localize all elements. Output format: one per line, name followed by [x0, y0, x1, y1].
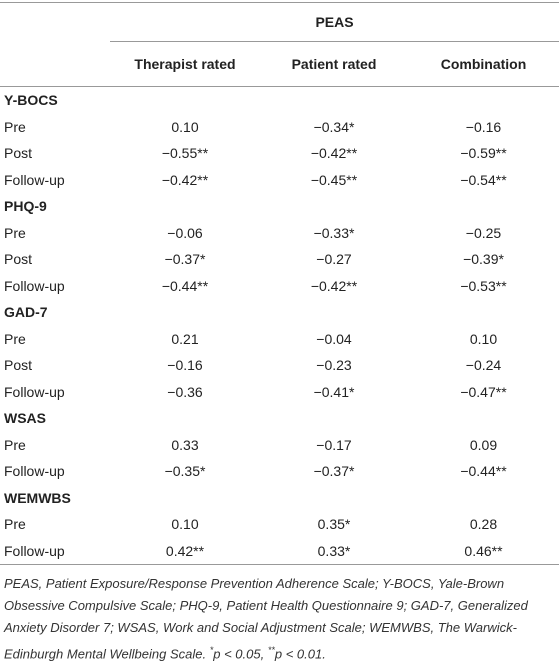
- section-row: Y-BOCS: [0, 87, 559, 114]
- row-label: Follow-up: [4, 463, 65, 480]
- section-label: PHQ-9: [4, 198, 47, 215]
- cell: −0.33*: [313, 224, 355, 241]
- row-label: Pre: [4, 224, 26, 241]
- cell: −0.06: [167, 224, 203, 241]
- cell: −0.47**: [460, 383, 507, 400]
- data-row: Post −0.55** −0.42** −0.59**: [0, 140, 559, 167]
- data-row: Pre 0.10 0.35* 0.28: [0, 511, 559, 538]
- row-label: Follow-up: [4, 171, 65, 188]
- footnote-text: PEAS, Patient Exposure/Response Preventi…: [4, 576, 528, 662]
- cell: 0.46**: [464, 542, 503, 559]
- column-header: Therapist rated: [134, 56, 236, 72]
- cell: 0.10: [171, 516, 199, 533]
- cell: 0.42**: [165, 542, 205, 559]
- cell: −0.16: [167, 357, 203, 374]
- row-label: Pre: [4, 516, 26, 533]
- cell: −0.37*: [164, 251, 206, 268]
- cell: −0.25: [465, 224, 502, 241]
- footnote-note: p < 0.01.: [274, 646, 326, 662]
- cell: −0.24: [465, 357, 502, 374]
- data-row: Follow-up −0.44** −0.42** −0.53**: [0, 273, 559, 300]
- data-row: Post −0.16 −0.23 −0.24: [0, 352, 559, 379]
- table-body: Y-BOCS Pre 0.10 −0.34* −0.16 Post −0.55** −0.42…: [0, 87, 559, 565]
- cell: −0.35*: [164, 463, 206, 480]
- data-row: Follow-up 0.42** 0.33* 0.46**: [0, 538, 559, 565]
- section-row: GAD-7: [0, 299, 559, 326]
- footnote-mark: *: [209, 645, 214, 655]
- footnote: PEAS, Patient Exposure/Response Preventi…: [0, 565, 559, 665]
- column-header-row: Therapist rated Patient rated Combination: [0, 42, 559, 87]
- cell: −0.04: [316, 330, 352, 347]
- row-label: Pre: [4, 330, 26, 347]
- cell: −0.17: [316, 436, 352, 453]
- row-label: Follow-up: [4, 383, 65, 400]
- data-row: Follow-up −0.42** −0.45** −0.54**: [0, 167, 559, 194]
- cell: −0.41*: [313, 383, 355, 400]
- cell: −0.42**: [161, 171, 209, 188]
- data-row: Follow-up −0.35* −0.37* −0.44**: [0, 458, 559, 485]
- cell: −0.39*: [463, 251, 504, 268]
- row-label: Follow-up: [4, 277, 65, 294]
- group-header: PEAS: [110, 2, 559, 42]
- cell: −0.16: [465, 118, 502, 135]
- cell: −0.45**: [310, 171, 358, 188]
- cell: 0.21: [171, 330, 199, 347]
- data-row: Pre 0.33 −0.17 0.09: [0, 432, 559, 459]
- cell: −0.54**: [460, 171, 507, 188]
- row-label: Post: [4, 251, 33, 268]
- row-label: Follow-up: [4, 542, 65, 559]
- row-label: Pre: [4, 436, 26, 453]
- cell: 0.09: [469, 436, 498, 453]
- section-label: Y-BOCS: [4, 92, 58, 109]
- cell: −0.34*: [313, 118, 355, 135]
- section-row: PHQ-9: [0, 193, 559, 220]
- cell: −0.53**: [460, 277, 507, 294]
- cell: −0.23: [316, 357, 352, 374]
- column-header: Patient rated: [291, 56, 377, 72]
- data-row: Pre −0.06 −0.33* −0.25: [0, 220, 559, 247]
- footnote-note: p < 0.05,: [213, 646, 265, 662]
- cell: −0.59**: [460, 145, 507, 162]
- cell: 0.28: [469, 516, 498, 533]
- data-row: Post −0.37* −0.27 −0.39*: [0, 246, 559, 273]
- row-label: Post: [4, 357, 33, 374]
- footnote-mark: **: [267, 645, 275, 655]
- empty-cell: [0, 42, 110, 87]
- cell: −0.36: [167, 383, 203, 400]
- cell: −0.44**: [460, 463, 507, 480]
- section-label: WSAS: [4, 410, 46, 427]
- section-row: WEMWBS: [0, 485, 559, 512]
- cell: 0.33*: [317, 542, 351, 559]
- cell: 0.35*: [317, 516, 351, 533]
- cell: 0.33: [171, 436, 199, 453]
- data-table: PEAS Therapist rated Patient rated Combina…: [0, 2, 559, 565]
- cell: −0.42**: [310, 277, 358, 294]
- cell: −0.27: [316, 251, 352, 268]
- section-label: GAD-7: [4, 304, 48, 321]
- row-label: Pre: [4, 118, 26, 135]
- cell: 0.10: [469, 330, 498, 347]
- cell: −0.55**: [161, 145, 209, 162]
- cell: 0.10: [171, 118, 199, 135]
- group-header-row: PEAS: [0, 2, 559, 42]
- data-row: Pre 0.21 −0.04 0.10: [0, 326, 559, 353]
- section-row: WSAS: [0, 405, 559, 432]
- empty-cell: [0, 3, 110, 42]
- cell: −0.44**: [161, 277, 209, 294]
- cell: −0.42**: [310, 145, 358, 162]
- row-label: Post: [4, 145, 33, 162]
- cell: −0.37*: [313, 463, 355, 480]
- data-row: Follow-up −0.36 −0.41* −0.47**: [0, 379, 559, 406]
- data-row: Pre 0.10 −0.34* −0.16: [0, 114, 559, 141]
- column-header: Combination: [440, 56, 527, 72]
- section-label: WEMWBS: [4, 489, 71, 506]
